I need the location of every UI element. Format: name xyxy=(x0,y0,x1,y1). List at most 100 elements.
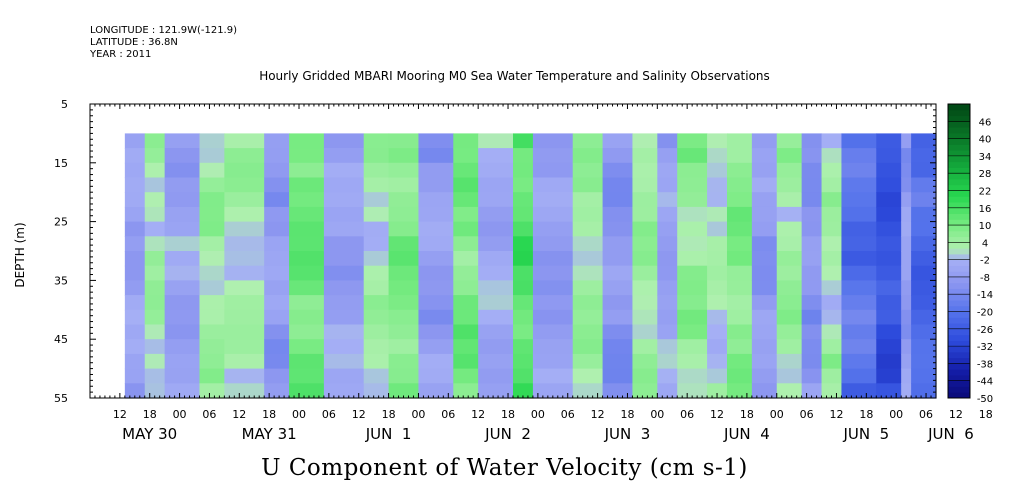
heatmap-cell xyxy=(801,265,823,281)
y-tick-label: 25 xyxy=(54,216,68,229)
heatmap-cell xyxy=(677,295,708,311)
x-hour-label: 12 xyxy=(829,408,843,421)
heatmap-cell xyxy=(388,148,420,164)
x-hour-label: 00 xyxy=(173,408,187,421)
heatmap-cell xyxy=(199,206,225,223)
colorbar-segment xyxy=(948,236,970,243)
heatmap-cell xyxy=(289,265,325,281)
colorbar-label: -2 xyxy=(980,256,990,267)
heatmap-cell xyxy=(876,295,902,311)
heatmap-cell xyxy=(388,353,420,370)
y-tick-label: 45 xyxy=(54,333,68,346)
heatmap-cell xyxy=(911,251,937,267)
heatmap-cell xyxy=(657,192,678,208)
heatmap-cell xyxy=(707,148,728,164)
colorbar-segment xyxy=(948,161,970,168)
heatmap-cell xyxy=(289,148,325,164)
heatmap-cell xyxy=(876,280,902,296)
colorbar-segment xyxy=(948,196,970,203)
heatmap-cell xyxy=(726,324,753,340)
heatmap-cell xyxy=(388,236,420,252)
colorbar-segment xyxy=(948,207,970,215)
heatmap-cell xyxy=(124,251,146,267)
colorbar-segment xyxy=(948,386,970,393)
heatmap-cell xyxy=(876,162,902,179)
heatmap-cell xyxy=(224,368,265,384)
colorbar-segment xyxy=(948,305,970,313)
heatmap-cell xyxy=(602,353,634,370)
heatmap-cell xyxy=(751,162,778,179)
colorbar-label: 10 xyxy=(979,221,992,232)
colorbar-segment xyxy=(948,242,970,249)
heatmap-cell xyxy=(876,368,902,384)
x-hour-label: 00 xyxy=(650,408,664,421)
heatmap-cell xyxy=(707,133,728,149)
heatmap-cell xyxy=(532,295,574,311)
x-day-label: JUN 4 xyxy=(723,425,770,443)
heatmap-cell xyxy=(602,295,634,311)
heatmap-cell xyxy=(751,236,778,252)
colorbar-segment xyxy=(948,248,970,255)
heatmap-cell xyxy=(199,162,225,179)
heatmap-cell xyxy=(532,162,574,179)
heatmap-cell xyxy=(144,236,166,252)
heatmap-cell xyxy=(707,221,728,237)
colorbar-label: -38 xyxy=(977,359,993,370)
heatmap-cell xyxy=(323,280,365,296)
heatmap-cell xyxy=(224,339,265,355)
heatmap-cell xyxy=(513,324,534,340)
heatmap-cell xyxy=(264,221,290,237)
colorbar-label: 22 xyxy=(979,186,992,197)
heatmap-cell xyxy=(289,177,325,193)
heatmap-cell xyxy=(513,221,534,237)
heatmap-cell xyxy=(264,236,290,252)
heatmap-cell xyxy=(572,280,604,296)
heatmap-cell xyxy=(821,368,843,384)
heatmap-cell xyxy=(478,221,514,237)
heatmap-cell xyxy=(751,295,778,311)
heatmap-cell xyxy=(632,236,658,252)
heatmap-cell xyxy=(532,383,574,399)
heatmap-cell xyxy=(323,192,365,208)
heatmap-cell xyxy=(572,192,604,208)
heatmap-cell xyxy=(224,309,265,326)
colorbar-segment xyxy=(948,155,970,163)
heatmap-cell xyxy=(841,192,877,208)
heatmap-cell xyxy=(453,368,479,384)
heatmap-cell xyxy=(801,221,823,237)
heatmap-cell xyxy=(478,133,514,149)
heatmap-cell xyxy=(478,339,514,355)
heatmap-cell xyxy=(776,133,803,149)
heatmap-cell xyxy=(418,221,454,237)
heatmap-cell xyxy=(876,324,902,340)
heatmap-cell xyxy=(124,280,146,296)
heatmap-cell xyxy=(453,236,479,252)
heatmap-cell xyxy=(124,162,146,179)
heatmap-cell xyxy=(363,265,390,281)
heatmap-cell xyxy=(289,353,325,370)
heatmap-cell xyxy=(602,177,634,193)
colorbar-label: -8 xyxy=(980,273,990,284)
colorbar-label: -50 xyxy=(977,394,993,405)
heatmap-cell xyxy=(453,192,479,208)
heatmap-cell xyxy=(901,236,912,252)
heatmap-cell xyxy=(821,236,843,252)
x-day-label: MAY 30 xyxy=(122,425,177,443)
heatmap-cell xyxy=(199,251,225,267)
heatmap-cell xyxy=(707,265,728,281)
heatmap-cell xyxy=(199,280,225,296)
heatmap-cell xyxy=(264,368,290,384)
x-hour-label: 00 xyxy=(770,408,784,421)
heatmap-cell xyxy=(418,324,454,340)
heatmap-cell xyxy=(164,383,201,399)
heatmap-cell xyxy=(264,280,290,296)
heatmap-cell xyxy=(224,206,265,223)
heatmap-cell xyxy=(801,206,823,223)
colorbar-segment xyxy=(948,357,970,364)
heatmap-cell xyxy=(841,324,877,340)
colorbar-segment xyxy=(948,132,970,140)
heatmap-cell xyxy=(821,192,843,208)
heatmap-cell xyxy=(751,177,778,193)
heatmap-cell xyxy=(726,133,753,149)
heatmap-cell xyxy=(532,280,574,296)
